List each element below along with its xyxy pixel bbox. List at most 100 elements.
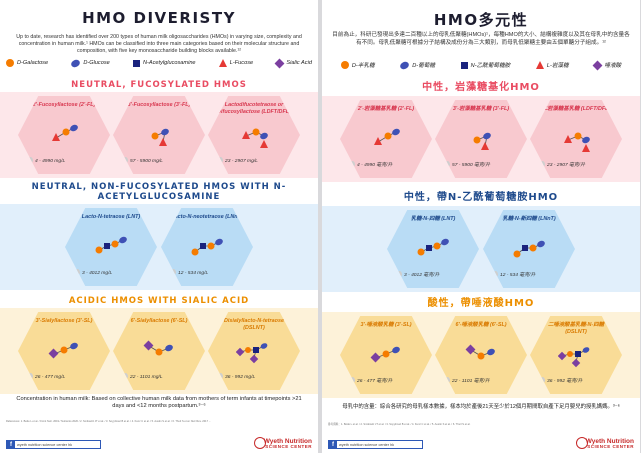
concentration-range: 36 - 992 mg/L <box>218 373 290 380</box>
concentration-range: 4 - 4990 mg/L <box>28 157 100 164</box>
hmo-card: 6'-Sialyllactose (6'-SL) 22 - 1101 mg/L <box>113 312 205 390</box>
hmo-card: 6'-唾液酸乳糖 (6'-SL) 22 - 1101 毫克/升 <box>435 316 527 394</box>
hmo-card: Lactodifucotetraose or Difucosyllactose … <box>208 96 300 174</box>
section-band-nonfucosylated-zh: 乳糖-N-四糖 (LNT) 3 - 4012 毫克/升 乳糖-N-新四糖 (LN… <box>322 206 640 292</box>
molecule-lnt-icon <box>95 236 127 254</box>
concentration-range: 57 - 5900 毫克/升 <box>445 161 517 168</box>
legend-sialic: Sialic Acid <box>274 58 312 68</box>
molecule-3sl-icon <box>48 342 78 359</box>
molecule-6sl-icon <box>465 344 495 360</box>
milk-drop-icon <box>123 373 128 379</box>
hmo-name: 3'-唾液酸乳糖 (3'-SL) <box>360 322 412 328</box>
molecule-2fl-icon <box>52 124 78 141</box>
milk-drop-icon <box>540 161 545 167</box>
fucose-triangle-icon <box>218 59 227 67</box>
page-title-zh: HMO多元性 <box>433 11 529 29</box>
molecule-dslnt-icon <box>558 347 590 368</box>
section-band-fucosylated-zh: 2'-岩藻糖基乳糖 (2'-FL) 4 - 4990 毫克/升 3'-岩藻糖基乳… <box>322 96 640 182</box>
glcnac-square-icon <box>133 59 140 67</box>
section-title-acidic: ACIDIC HMOS WITH SIALIC ACID <box>68 296 250 306</box>
concentration-range: 12 - 534 毫克/升 <box>493 271 565 278</box>
hmo-name: 二岩藻糖基乳糖 (LDFT/DFL) <box>541 106 611 112</box>
sialic-diamond-icon <box>592 60 603 70</box>
legend-galactose: D-Galactose <box>6 59 48 67</box>
concentration-range: 12 - 534 mg/L <box>171 269 243 276</box>
section-band-acidic-zh: 3'-唾液酸乳糖 (3'-SL) 26 - 477 毫克/升 6'-唾液酸乳糖 … <box>322 312 640 398</box>
hmo-card: 3'-唾液酸乳糖 (3'-SL) 26 - 477 毫克/升 <box>340 316 432 394</box>
references-zh: 參考資料：1. Bode L et al. / 2. Smilowitz JT … <box>328 423 471 426</box>
milk-drop-icon <box>218 157 223 163</box>
molecule-lnt-icon <box>417 238 449 256</box>
molecule-lnnt-icon <box>513 240 545 258</box>
molecule-3fl-icon <box>473 132 491 150</box>
intro-text: Up to date, research has identified over… <box>16 34 302 55</box>
hmo-name: Disialyllacto-N-tetraose (DSLNT) <box>224 318 284 331</box>
hmo-card: 3'-Fucosyllactose (3'-FL) 57 - 5900 mg/L <box>113 96 205 174</box>
concentration-range: 26 - 477 毫克/升 <box>350 377 422 384</box>
facebook-link[interactable]: f wyeth nutrition science center hk <box>6 440 101 449</box>
glucose-oval-icon <box>399 59 411 71</box>
section-title-fucosylated-zh: 中性，岩藻糖基化HMO <box>422 82 540 93</box>
milk-drop-icon <box>540 377 545 383</box>
poster-english: HMO DIVERISTY Up to date, research has i… <box>0 0 318 453</box>
molecule-3fl-icon <box>151 128 169 146</box>
milk-drop-icon <box>75 269 80 275</box>
brand-logo-zh: Wyeth Nutrition SCIENCE CENTER <box>585 437 634 450</box>
hmo-name: 3'-Sialyllactose (3'-SL) <box>35 318 93 324</box>
section-band-fucosylated: 2'-Fucosyllactose (2'-FL) 4 - 4990 mg/L … <box>0 92 318 178</box>
concentration-range: 22 - 1101 mg/L <box>123 373 195 380</box>
legend-glucose: D-Glucose <box>70 57 110 69</box>
hmo-card: 3'-Sialyllactose (3'-SL) 26 - 477 mg/L <box>18 312 110 390</box>
hmo-name: 3'-岩藻糖基乳糖 (3'-FL) <box>452 106 510 112</box>
hmo-name: 二唾液酸基乳糖-N-四糖 (DSLNT) <box>548 322 604 335</box>
milk-drop-icon <box>171 269 176 275</box>
legend-sialic: 唾液酸 <box>592 60 621 70</box>
milk-drop-icon <box>218 373 223 379</box>
legend-zh: D-半乳糖 D-葡萄糖 N-乙酰葡萄糖胺 L-岩藻糖 唾液酸 <box>328 59 634 71</box>
legend-fucose: L-岩藻糖 <box>535 61 569 69</box>
page-title: HMO DIVERISTY <box>82 9 236 27</box>
references: References: 1. Bode L et al. / Front Nut… <box>6 420 211 423</box>
hmo-card: Lacto-N-neotetraose (LNnT) 12 - 534 mg/L <box>161 208 253 286</box>
hmo-card: 3'-岩藻糖基乳糖 (3'-FL) 57 - 5900 毫克/升 <box>435 100 527 178</box>
concentration-range: 23 - 2907 毫克/升 <box>540 161 612 168</box>
hmo-name: 6'-唾液酸乳糖 (6'-SL) <box>455 322 507 328</box>
section-title-nonfucosylated-zh: 中性，帶N-乙酰葡萄糖胺HMO <box>403 192 559 203</box>
milk-drop-icon <box>28 373 33 379</box>
concentration-range: 22 - 1101 毫克/升 <box>445 377 517 384</box>
hmo-card: Disialyllacto-N-tetraose (DSLNT) 36 - 99… <box>208 312 300 390</box>
glucose-oval-icon <box>70 57 82 69</box>
molecule-3sl-icon <box>370 346 400 363</box>
section-title-acidic-zh: 酸性，帶唾液酸HMO <box>427 298 535 309</box>
intro-text-zh: 目前為止，科研已發現出多達二百種以上的母乳低聚糖(HMOs)¹，每種HMO的大小… <box>332 32 630 46</box>
facebook-link-zh[interactable]: f wyeth nutrition science center hk <box>328 440 423 449</box>
hmo-card: 二岩藻糖基乳糖 (LDFT/DFL) 23 - 2907 毫克/升 <box>530 100 622 178</box>
molecule-2fl-icon <box>374 128 400 145</box>
milk-drop-icon <box>493 271 498 277</box>
sialic-diamond-icon <box>274 58 285 68</box>
concentration-range: 36 - 992 毫克/升 <box>540 377 612 384</box>
milk-drop-icon <box>445 377 450 383</box>
hmo-name: 6'-Sialyllactose (6'-SL) <box>130 318 188 324</box>
concentration-range: 3 - 4012 mg/L <box>75 269 147 276</box>
hmo-name: 3'-Fucosyllactose (3'-FL) <box>127 102 191 108</box>
wyeth-logo-icon <box>254 437 266 449</box>
hmo-name: Lacto-N-tetraose (LNT) <box>81 214 141 220</box>
galactose-circle-icon <box>340 61 349 69</box>
milk-drop-icon <box>350 161 355 167</box>
section-title-nonfucosylated: NEUTRAL, NON-FUCOSYLATED HMOS WITH N-ACE… <box>31 182 287 203</box>
molecule-lnnt-icon <box>191 238 223 256</box>
hmo-card: 乳糖-N-四糖 (LNT) 3 - 4012 毫克/升 <box>387 210 479 288</box>
section-title-fucosylated: NEUTRAL, FUCOSYLATED HMOS <box>71 80 247 90</box>
molecule-6sl-icon <box>143 340 173 356</box>
molecule-dfl-icon <box>564 132 590 152</box>
milk-drop-icon <box>350 377 355 383</box>
hmo-name: 2'-岩藻糖基乳糖 (2'-FL) <box>357 106 415 112</box>
fucose-triangle-icon <box>535 61 544 69</box>
concentration-range: 26 - 477 mg/L <box>28 373 100 380</box>
legend-glcnac: N-Acetylglucosamine <box>133 59 196 67</box>
footer-note-zh: 母乳中的含量：綜合各研究的母乳樣本數據，樣本均於產後21天至少於12個月期間取自… <box>342 404 620 410</box>
milk-drop-icon <box>397 271 402 277</box>
molecule-dfl-icon <box>242 128 268 148</box>
legend: D-Galactose D-Glucose N-Acetylglucosamin… <box>6 57 312 69</box>
